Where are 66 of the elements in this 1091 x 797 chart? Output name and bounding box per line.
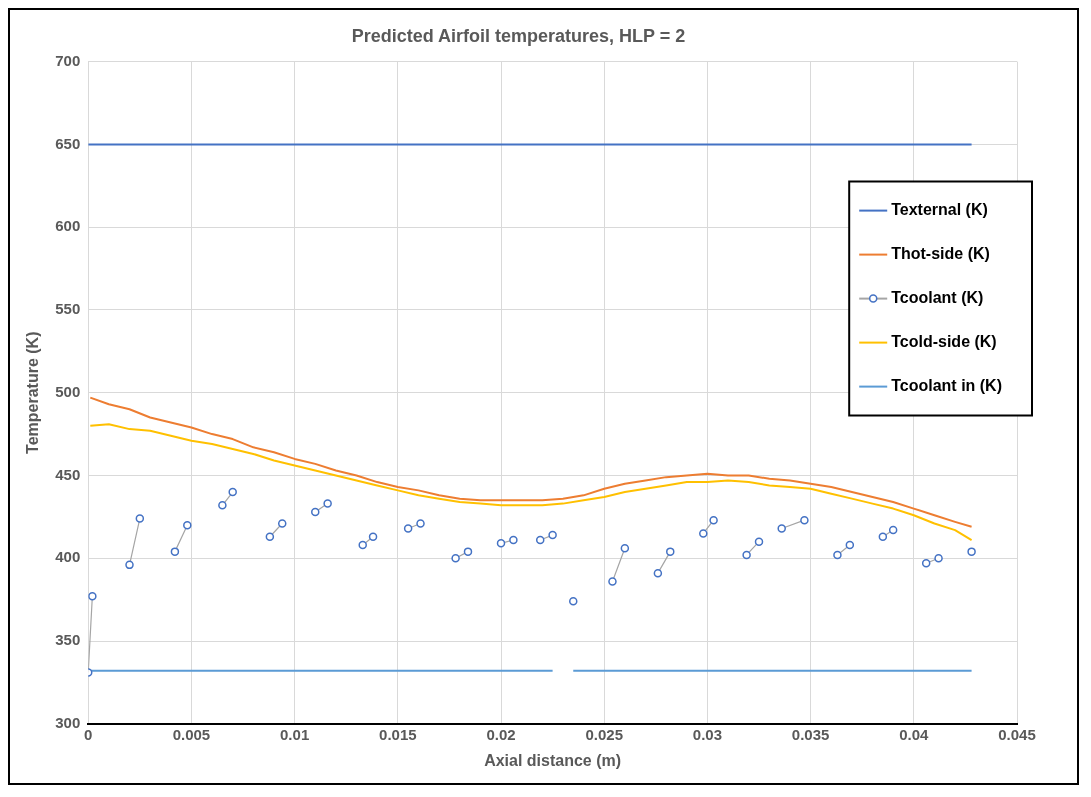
- point: [463, 547, 473, 556]
- chart-title: Predicted Airfoil temperatures, HLP = 2: [351, 25, 686, 46]
- y-tick-label: 700: [55, 51, 81, 69]
- point: [833, 550, 842, 560]
- point: [569, 597, 578, 606]
- y-tick-label: 400: [55, 548, 81, 566]
- point: [451, 554, 460, 563]
- y-tick-label: 550: [55, 300, 81, 318]
- point: [709, 515, 718, 525]
- y-tick-label: 600: [55, 217, 81, 235]
- point: [170, 547, 180, 556]
- point: [888, 525, 898, 535]
- point: [742, 550, 751, 560]
- y-axis-title: Temperature (K): [24, 331, 42, 454]
- point: [183, 520, 192, 530]
- point: [878, 532, 888, 541]
- legend-label: Texternal (K): [891, 201, 988, 219]
- point: [608, 577, 617, 586]
- x-tick-label: 0: [84, 725, 93, 743]
- y-tick-label: 500: [55, 382, 81, 400]
- x-tick-label: 0.04: [899, 725, 930, 743]
- point: [509, 535, 518, 545]
- point: [777, 524, 786, 533]
- point: [88, 592, 97, 601]
- legend-label: Thot-side (K): [891, 245, 990, 263]
- point: [845, 540, 855, 550]
- point: [403, 524, 413, 533]
- x-tick-label: 0.005: [172, 725, 211, 743]
- point: [125, 560, 134, 570]
- point: [921, 558, 931, 568]
- point: [368, 532, 378, 541]
- x-tick-label: 0.045: [998, 725, 1036, 743]
- point: [800, 515, 809, 525]
- y-tick-label: 300: [55, 713, 81, 731]
- point: [934, 554, 943, 563]
- point: [358, 540, 367, 550]
- legend-label: Tcoolant (K): [891, 289, 984, 307]
- x-tick-label: 0.03: [692, 725, 723, 743]
- point: [699, 529, 708, 538]
- point: [265, 532, 275, 541]
- point: [496, 539, 506, 548]
- point: [535, 535, 545, 545]
- x-tick-label: 0.035: [791, 725, 830, 743]
- point: [228, 487, 237, 497]
- point: [548, 530, 557, 540]
- point: [135, 514, 145, 523]
- x-axis-title: Axial distance (m): [484, 751, 622, 769]
- point: [967, 547, 976, 556]
- x-tick-label: 0.025: [585, 725, 623, 743]
- point: [323, 499, 332, 508]
- point: [311, 507, 320, 517]
- point: [754, 537, 764, 546]
- y-tick-label: 650: [55, 134, 81, 152]
- point: [666, 547, 675, 556]
- point: [620, 544, 630, 553]
- point: [218, 501, 227, 510]
- legend-label: Tcoolant in (K): [891, 377, 1002, 395]
- point: [277, 519, 287, 528]
- point: [653, 568, 663, 578]
- y-tick-label: 450: [55, 465, 81, 483]
- x-tick-label: 0.015: [379, 725, 417, 743]
- legend-label: Tcold-side (K): [891, 333, 997, 351]
- x-tick-label: 0.02: [486, 725, 516, 743]
- x-tick-label: 0.01: [280, 725, 310, 743]
- point: [416, 519, 425, 528]
- y-tick-label: 350: [55, 631, 81, 649]
